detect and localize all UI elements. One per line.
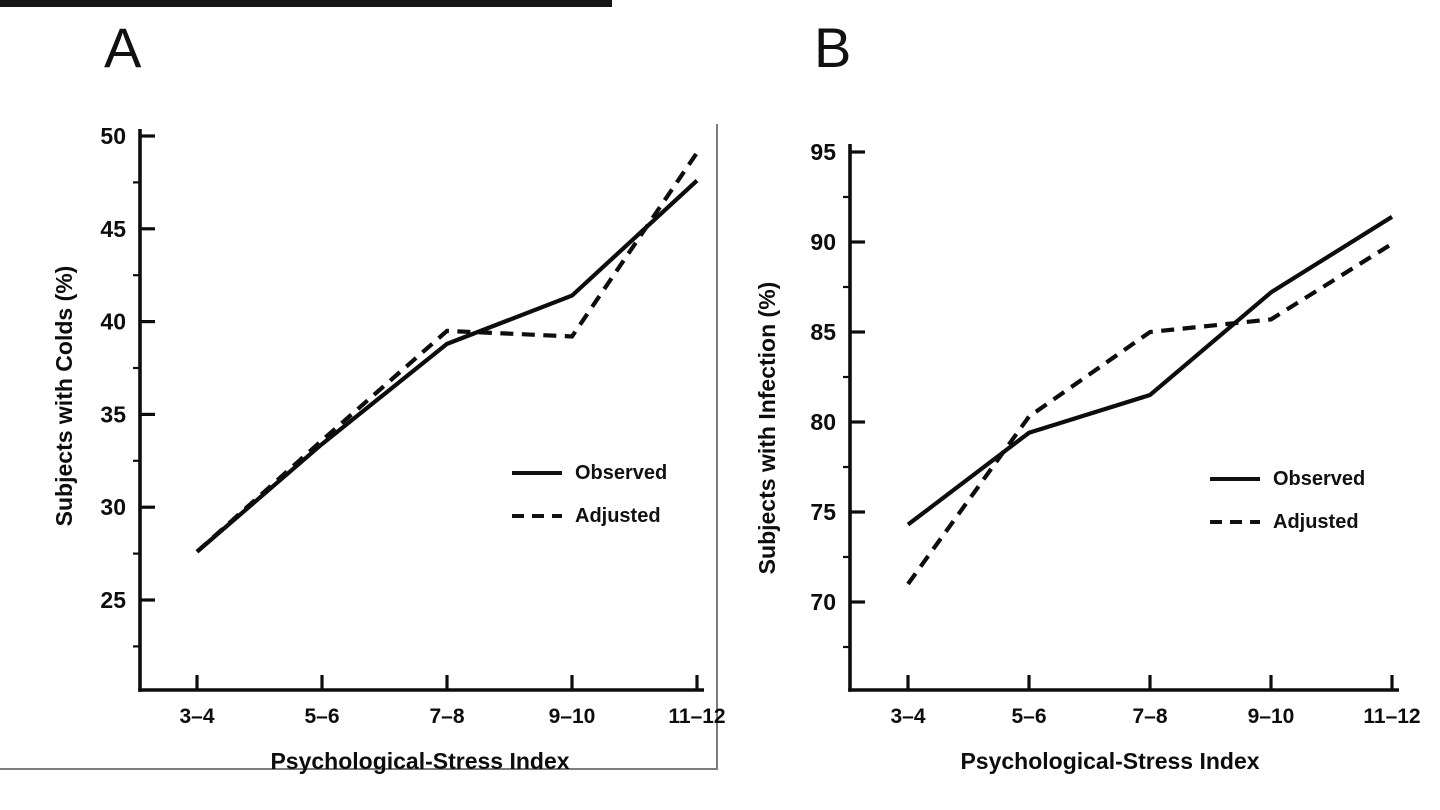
legend-label-observed: Observed (575, 462, 668, 484)
dashed-line-swatch (512, 514, 562, 518)
legend-b: Observed Adjusted (1210, 466, 1365, 552)
x-tick-label: 5–6 (1011, 705, 1046, 728)
y-axis-title: Subjects with Infection (%) (754, 282, 780, 575)
x-axis-title-a: Psychological-Stress Index (270, 748, 570, 774)
series-adjusted-line (195, 151, 699, 554)
x-tick-label: 9–10 (549, 705, 596, 728)
x-tick-label: 11–12 (1363, 705, 1420, 728)
x-axis-title-b: Psychological-Stress Index (960, 748, 1260, 774)
scan-artifact-top-bar (0, 0, 612, 7)
legend-item-adjusted: Adjusted (512, 503, 667, 529)
legend-item-adjusted: Adjusted (1210, 509, 1365, 535)
x-tick-label: 3–4 (179, 705, 214, 728)
dashed-line-swatch (1210, 520, 1260, 524)
series-observed-line (906, 215, 1394, 527)
y-tick-label: 25 (100, 587, 126, 613)
legend-label-adjusted: Adjusted (575, 505, 661, 527)
x-tick-label: 5–6 (304, 705, 339, 728)
y-tick-label: 85 (810, 319, 836, 345)
panel-b-label: B (814, 16, 852, 79)
y-tick-label: 45 (100, 216, 126, 242)
x-tick-label: 3–4 (890, 705, 925, 728)
legend-a: Observed Adjusted (512, 460, 667, 546)
y-tick-label: 75 (810, 499, 836, 525)
y-tick-label: 90 (810, 229, 836, 255)
x-tick-label: 11–12 (668, 705, 725, 728)
legend-item-observed: Observed (512, 460, 667, 486)
x-tick-label: 7–8 (429, 705, 464, 728)
y-tick-label: 50 (100, 123, 126, 149)
series-adjusted-line (906, 242, 1394, 586)
solid-line-swatch (1210, 477, 1260, 481)
x-tick-label: 9–10 (1248, 705, 1295, 728)
panel-a-label: A (104, 16, 142, 79)
scan-border-horizontal (0, 768, 718, 770)
y-tick-label: 30 (100, 494, 126, 520)
y-axis-title: Subjects with Colds (%) (51, 266, 77, 527)
y-tick-label: 70 (810, 589, 836, 615)
scan-border-vertical (716, 124, 718, 770)
y-tick-label: 35 (100, 401, 126, 427)
x-tick-label: 7–8 (1132, 705, 1167, 728)
y-tick-label: 40 (100, 309, 126, 335)
legend-item-observed: Observed (1210, 466, 1365, 492)
solid-line-swatch (512, 471, 562, 475)
legend-label-adjusted: Adjusted (1273, 511, 1359, 533)
y-tick-label: 95 (810, 139, 836, 165)
legend-label-observed: Observed (1273, 468, 1366, 490)
y-tick-label: 80 (810, 409, 836, 435)
